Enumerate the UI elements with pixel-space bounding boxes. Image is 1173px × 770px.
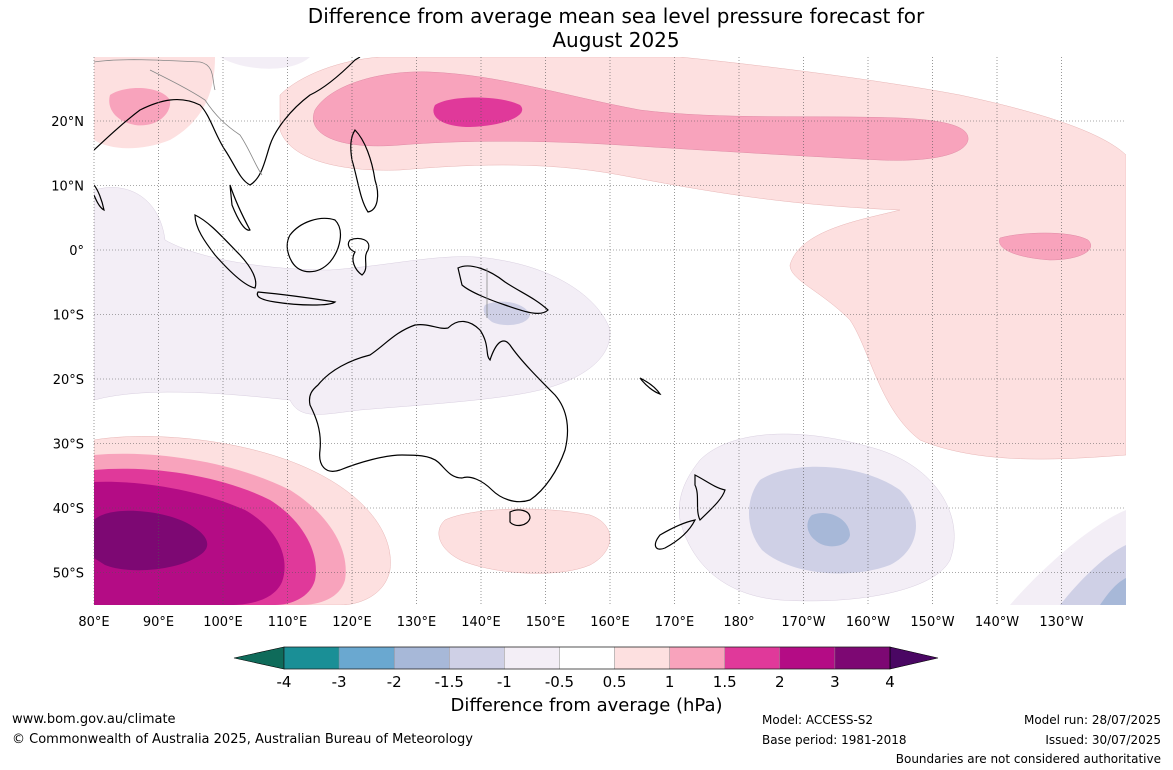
- lon-label: 150°E: [526, 615, 566, 630]
- colorbar-tick-label: 4: [885, 673, 895, 691]
- lat-label: 50°S: [53, 567, 84, 582]
- borneo-coastline: [286, 217, 342, 273]
- new-zealand-north-coastline: [694, 474, 726, 522]
- colorbar-tick-label: 1: [665, 673, 675, 691]
- anomaly-region-pos-3-south-indian: [94, 510, 208, 571]
- footer-base-period: Base period: 1981-2018: [762, 733, 907, 747]
- anomaly-region-pos-1-india: [109, 88, 171, 126]
- colorbar-box: [779, 646, 836, 670]
- lon-label: 170°W: [781, 615, 825, 630]
- australia-coastline: [308, 320, 569, 503]
- lon-label: 150°W: [910, 615, 954, 630]
- title-line-1: Difference from average mean sea level p…: [307, 4, 925, 28]
- lon-label: 160°E: [590, 615, 630, 630]
- colorbar-box: [559, 646, 615, 670]
- lat-label: 40°S: [53, 502, 84, 517]
- colorbar-tick-labels: -4 -3 -2 -1.5 -1 -0.5 0.5 1 1.5 2 3 4: [277, 673, 895, 691]
- colorbar-tick-label: 3: [830, 673, 840, 691]
- colorbar-extend-low: [233, 646, 285, 670]
- map-area: [94, 57, 1126, 605]
- gridlines: [93, 57, 1126, 605]
- longitude-labels: 80°E 90°E 100°E 110°E 120°E 130°E 140°E 150°E 16…: [78, 615, 1083, 630]
- lon-label: 140°W: [975, 615, 1019, 630]
- colorbar-tick-label: -3: [332, 673, 347, 691]
- anomaly-region-neg-1-southeast: [1060, 545, 1126, 605]
- philippines-coastline: [350, 129, 379, 213]
- colorbar-tick-label: -4: [277, 673, 292, 691]
- colorbar-tick-label: -1: [497, 673, 512, 691]
- lon-label: 180°: [723, 615, 754, 630]
- colorbar: [233, 646, 939, 670]
- lon-label: 80°E: [78, 615, 109, 630]
- new-caledonia-coastline: [639, 377, 662, 396]
- lon-label: 140°E: [461, 615, 501, 630]
- lon-label: 170°E: [655, 615, 695, 630]
- colorbar-box: [393, 646, 450, 670]
- anomaly-region-pos-1-pacific: [313, 71, 969, 161]
- colorbar-tick-label: -2: [387, 673, 402, 691]
- colorbar-tick-label: -1.5: [435, 673, 464, 691]
- colorbar-box: [834, 646, 891, 670]
- lon-label: 130°W: [1039, 615, 1083, 630]
- footer-copyright: © Commonwealth of Australia 2025, Austra…: [12, 732, 473, 747]
- lat-label: 20°S: [53, 373, 84, 388]
- anomaly-region-neg-1.5-newzealand: [807, 512, 850, 547]
- new-guinea-coastline: [457, 265, 549, 314]
- sumatra-coastline: [194, 214, 257, 289]
- colorbar-box: [669, 646, 725, 670]
- latitude-labels: 20°N 10°N 0° 10°S 20°S 30°S 40°S 50°S: [51, 115, 84, 582]
- lon-label: 100°E: [203, 615, 243, 630]
- political-boundaries: [94, 59, 488, 318]
- asia-mainland-coastline: [94, 57, 361, 186]
- footer-model-run: Model run: 28/07/2025: [1023, 713, 1161, 727]
- indochina-borders: [149, 69, 263, 176]
- colorbar-box: [338, 646, 395, 670]
- lon-label: 90°E: [143, 615, 174, 630]
- java-coastline: [256, 291, 337, 306]
- anomaly-region-pos-1.5-pacific: [433, 97, 523, 127]
- colorbar-box: [449, 646, 505, 670]
- lat-label: 20°N: [51, 115, 84, 130]
- lon-label: 160°W: [846, 615, 890, 630]
- tasmania-coastline: [509, 509, 531, 527]
- footer-issued: Issued: 30/07/2025: [1045, 733, 1161, 747]
- colorbar-tick-label: 2: [775, 673, 785, 691]
- anomaly-region-neg-1-newguinea: [483, 301, 530, 326]
- colorbar-box: [504, 646, 560, 670]
- lon-label: 130°E: [397, 615, 437, 630]
- coastlines: [94, 57, 726, 550]
- colorbar-box: [283, 646, 340, 670]
- footer-disclaimer: Boundaries are not considered authoritat…: [895, 752, 1161, 766]
- colorbar-tick-label: 1.5: [713, 673, 737, 691]
- colorbar-box: [614, 646, 670, 670]
- lat-label: 30°S: [53, 438, 84, 453]
- colorbar-box: [724, 646, 781, 670]
- lat-label: 10°N: [51, 180, 84, 195]
- anomaly-region-pos-0.5-tasman: [438, 508, 611, 574]
- footer-url: www.bom.gov.au/climate: [12, 712, 176, 727]
- anomaly-region-pos-1-equator: [999, 232, 1091, 261]
- title-line-2: August 2025: [552, 28, 680, 52]
- lon-label: 120°E: [332, 615, 372, 630]
- lat-label: 0°: [69, 244, 84, 259]
- colorbar-tick-label: 0.5: [603, 673, 627, 691]
- colorbar-extend-high: [889, 646, 939, 670]
- new-zealand-south-coastline: [654, 519, 697, 550]
- colorbar-title: Difference from average (hPa): [450, 695, 723, 716]
- sulawesi-coastline: [347, 237, 370, 276]
- anomaly-region-neg-1.5-southeast: [1100, 578, 1126, 605]
- lat-label: 10°S: [53, 309, 84, 324]
- anomaly-region-neg-0.5-top: [220, 57, 310, 69]
- china-border: [94, 59, 216, 91]
- lon-label: 110°E: [268, 615, 308, 630]
- map-title: Difference from average mean sea level p…: [0, 4, 1173, 52]
- india-coastline: [94, 184, 105, 212]
- footer-model: Model: ACCESS-S2: [762, 713, 874, 727]
- malay-peninsula-coastline: [229, 184, 251, 231]
- colorbar-tick-label: -0.5: [545, 673, 574, 691]
- colorbar-frame: [283, 646, 891, 670]
